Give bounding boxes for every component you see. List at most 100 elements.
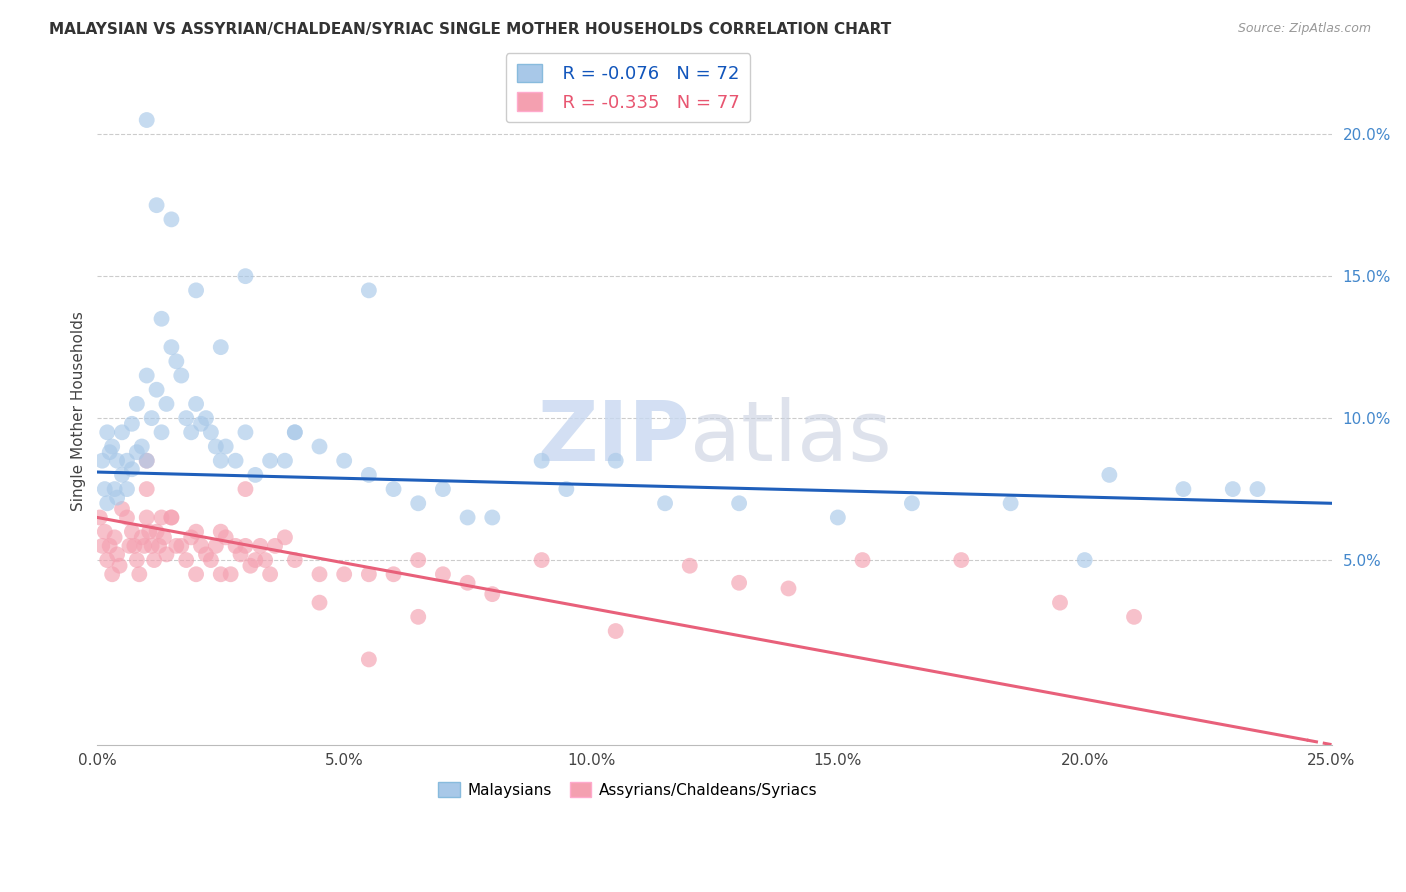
Point bbox=[105, 491, 128, 505]
Point bbox=[150, 510, 173, 524]
Point bbox=[160, 340, 183, 354]
Point bbox=[155, 397, 177, 411]
Point bbox=[357, 567, 380, 582]
Point bbox=[121, 417, 143, 431]
Point bbox=[530, 553, 553, 567]
Point bbox=[150, 311, 173, 326]
Point bbox=[174, 411, 197, 425]
Point bbox=[357, 652, 380, 666]
Point bbox=[141, 539, 163, 553]
Point bbox=[225, 453, 247, 467]
Legend: Malaysians, Assyrians/Chaldeans/Syriacs: Malaysians, Assyrians/Chaldeans/Syriacs bbox=[432, 775, 824, 804]
Point bbox=[851, 553, 873, 567]
Point bbox=[200, 553, 222, 567]
Point bbox=[530, 453, 553, 467]
Point bbox=[728, 496, 751, 510]
Point bbox=[148, 539, 170, 553]
Point bbox=[96, 553, 118, 567]
Point bbox=[382, 567, 405, 582]
Point bbox=[308, 440, 330, 454]
Point bbox=[229, 548, 252, 562]
Point bbox=[111, 502, 134, 516]
Point bbox=[91, 539, 114, 553]
Point bbox=[1049, 596, 1071, 610]
Point bbox=[235, 539, 257, 553]
Point bbox=[125, 553, 148, 567]
Point bbox=[205, 440, 228, 454]
Point bbox=[89, 510, 111, 524]
Point bbox=[605, 624, 627, 638]
Point bbox=[143, 553, 166, 567]
Point bbox=[219, 567, 242, 582]
Point bbox=[605, 453, 627, 467]
Point bbox=[135, 510, 157, 524]
Point bbox=[141, 411, 163, 425]
Point bbox=[432, 482, 454, 496]
Point bbox=[128, 567, 150, 582]
Point bbox=[184, 397, 207, 411]
Point bbox=[406, 610, 429, 624]
Point bbox=[150, 425, 173, 440]
Point bbox=[284, 425, 307, 440]
Point bbox=[1073, 553, 1095, 567]
Point bbox=[104, 482, 127, 496]
Point bbox=[1123, 610, 1146, 624]
Point bbox=[101, 567, 124, 582]
Point bbox=[382, 482, 405, 496]
Point bbox=[135, 453, 157, 467]
Point bbox=[98, 445, 121, 459]
Point bbox=[225, 539, 247, 553]
Point bbox=[333, 453, 356, 467]
Point bbox=[184, 284, 207, 298]
Point bbox=[235, 425, 257, 440]
Point bbox=[274, 453, 297, 467]
Point bbox=[215, 440, 238, 454]
Point bbox=[209, 524, 232, 539]
Point bbox=[155, 548, 177, 562]
Point bbox=[264, 539, 287, 553]
Point bbox=[333, 567, 356, 582]
Point bbox=[115, 510, 138, 524]
Point bbox=[124, 539, 146, 553]
Point bbox=[728, 575, 751, 590]
Point bbox=[160, 510, 183, 524]
Point bbox=[209, 567, 232, 582]
Point bbox=[457, 510, 479, 524]
Point bbox=[778, 582, 800, 596]
Point bbox=[111, 467, 134, 482]
Point bbox=[1000, 496, 1022, 510]
Point bbox=[432, 567, 454, 582]
Point bbox=[254, 553, 277, 567]
Point bbox=[118, 539, 141, 553]
Point bbox=[145, 198, 167, 212]
Point bbox=[209, 340, 232, 354]
Point bbox=[160, 510, 183, 524]
Point bbox=[135, 368, 157, 383]
Point bbox=[1222, 482, 1244, 496]
Point bbox=[654, 496, 676, 510]
Point bbox=[209, 453, 232, 467]
Point bbox=[121, 524, 143, 539]
Point bbox=[115, 453, 138, 467]
Point bbox=[94, 482, 117, 496]
Point bbox=[457, 575, 479, 590]
Point bbox=[125, 397, 148, 411]
Point bbox=[180, 530, 202, 544]
Point bbox=[481, 587, 503, 601]
Point bbox=[135, 482, 157, 496]
Point bbox=[215, 530, 238, 544]
Point bbox=[190, 417, 212, 431]
Point bbox=[125, 445, 148, 459]
Text: ZIP: ZIP bbox=[537, 397, 690, 478]
Point bbox=[165, 354, 187, 368]
Point bbox=[174, 553, 197, 567]
Point bbox=[1246, 482, 1268, 496]
Point bbox=[259, 567, 281, 582]
Point bbox=[121, 462, 143, 476]
Point bbox=[138, 524, 160, 539]
Point bbox=[235, 482, 257, 496]
Point bbox=[245, 553, 267, 567]
Point bbox=[406, 553, 429, 567]
Point bbox=[145, 383, 167, 397]
Point bbox=[308, 596, 330, 610]
